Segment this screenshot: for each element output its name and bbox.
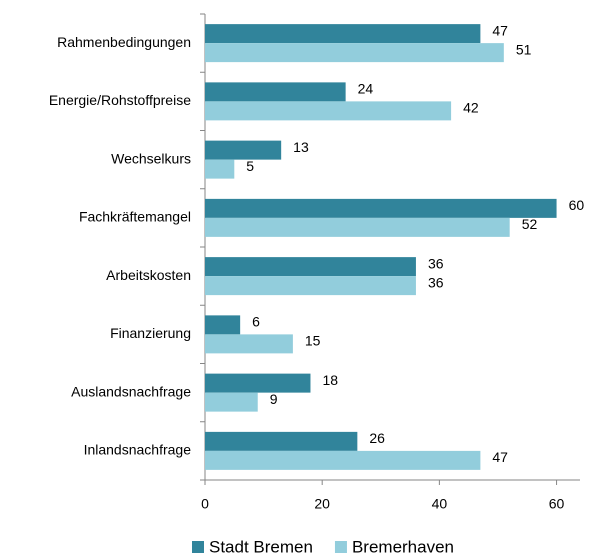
y-tick-label: Rahmenbedingungen [57, 34, 191, 50]
y-tick-label: Arbeitskosten [106, 267, 191, 283]
bar [205, 159, 235, 179]
legend-label: Bremerhaven [352, 537, 454, 556]
y-tick-label: Finanzierung [110, 325, 191, 341]
data-label: 5 [246, 158, 254, 174]
legend-swatch [192, 541, 204, 553]
data-label: 26 [369, 430, 385, 446]
y-tick-label: Energie/Rohstoffpreise [49, 92, 191, 108]
x-tick-label: 0 [201, 496, 209, 512]
y-tick-label: Inlandsnachfrage [84, 442, 192, 458]
bar [205, 257, 416, 277]
bar [205, 82, 346, 102]
legend-swatch [334, 541, 347, 553]
data-label: 36 [428, 274, 444, 290]
data-label: 24 [358, 81, 374, 97]
bar [205, 140, 282, 160]
bar [205, 24, 481, 44]
bar [205, 276, 416, 296]
bar [205, 450, 481, 470]
data-label: 42 [463, 100, 479, 116]
y-tick-label: Wechselkurs [111, 150, 191, 166]
data-label: 13 [293, 139, 309, 155]
bar [205, 43, 504, 63]
bar [205, 101, 452, 121]
bar [205, 431, 358, 451]
bar [205, 217, 510, 237]
bar [205, 334, 293, 354]
data-label: 60 [569, 197, 585, 213]
bar [205, 198, 557, 218]
data-label: 47 [492, 22, 508, 38]
data-label: 52 [522, 216, 538, 232]
x-tick-label: 60 [549, 496, 565, 512]
x-tick-label: 40 [432, 496, 448, 512]
data-label: 9 [270, 391, 278, 407]
bar [205, 392, 258, 412]
bar [205, 373, 311, 393]
bar [205, 315, 241, 335]
data-label: 18 [322, 372, 338, 388]
y-tick-label: Auslandsnachfrage [71, 383, 191, 399]
data-label: 15 [305, 333, 321, 349]
data-label: 36 [428, 255, 444, 271]
data-label: 47 [492, 449, 508, 465]
x-tick-label: 20 [314, 496, 330, 512]
y-tick-label: Fachkräftemangel [79, 209, 191, 225]
data-label: 6 [252, 314, 260, 330]
legend-label: Stadt Bremen [209, 537, 313, 556]
data-label: 51 [516, 41, 532, 57]
